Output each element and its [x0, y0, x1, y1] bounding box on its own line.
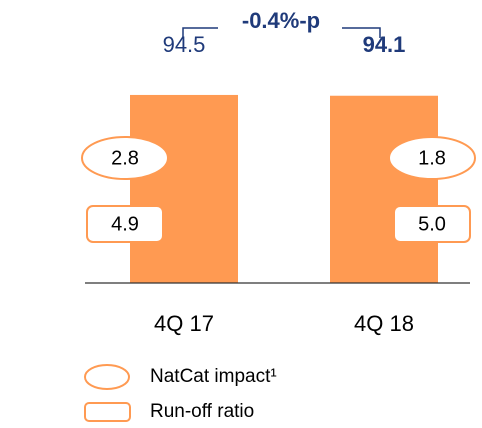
- bracket-left: [182, 27, 218, 38]
- legend-label: NatCat impact¹: [150, 366, 277, 387]
- x-tick-label: 4Q 17: [154, 311, 214, 336]
- bracket-right: [342, 27, 381, 38]
- value-label: 94.5: [163, 32, 206, 57]
- legend-label: Run-off ratio: [150, 401, 254, 422]
- bar: [130, 94, 238, 283]
- value-label: 94.1: [363, 32, 406, 57]
- runoff-badge: [86, 205, 164, 243]
- bar: [330, 95, 438, 283]
- bracket: [182, 27, 381, 38]
- series-value-label: 2.8: [111, 147, 139, 169]
- legend-swatch: [84, 364, 130, 390]
- runoff-badge: [393, 205, 471, 243]
- annotation: -0.4%-p: [242, 8, 320, 33]
- legend-swatch: [84, 402, 131, 422]
- series-value-label: 1.8: [418, 147, 446, 169]
- series-value-label: 5.0: [418, 213, 446, 235]
- x-tick-label: 4Q 18: [354, 311, 414, 336]
- series-value-label: 4.9: [111, 213, 139, 235]
- natcat-badge: [388, 136, 476, 180]
- natcat-badge: [81, 136, 169, 180]
